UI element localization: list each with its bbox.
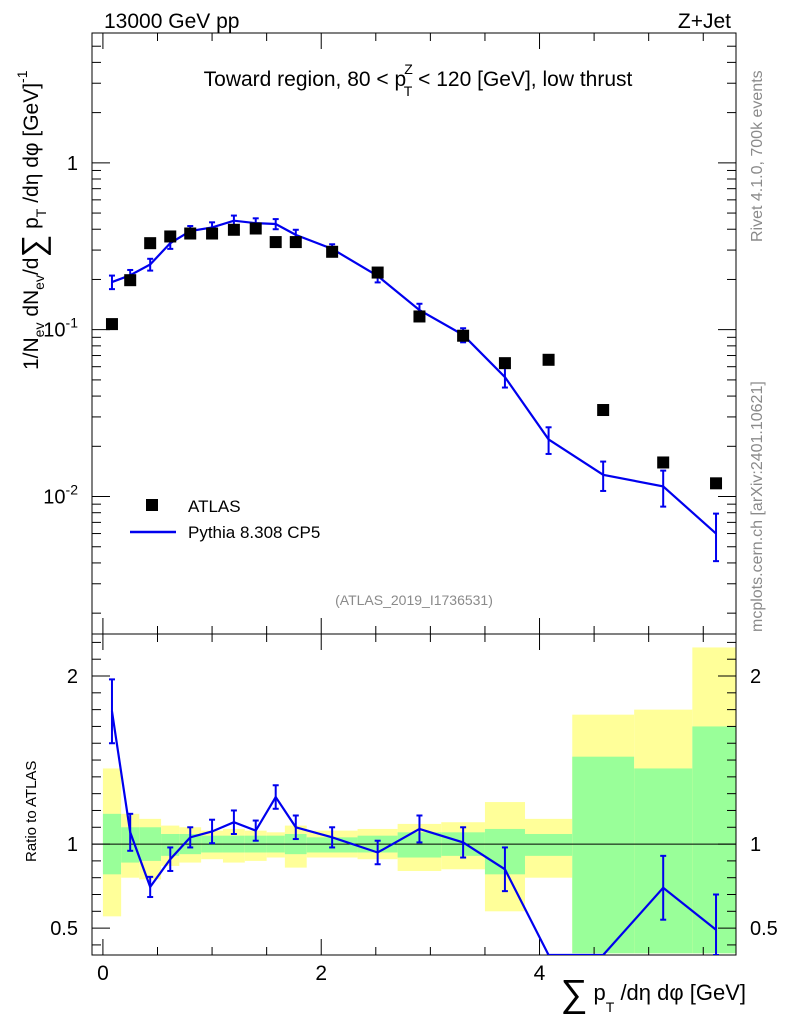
ratio-series — [108, 678, 720, 955]
ratio-tick-label-left-0: 0.5 — [50, 918, 78, 940]
ratio-line-group — [108, 678, 720, 955]
pythia-line — [111, 219, 717, 535]
atlas-point-17 — [657, 456, 670, 469]
ratio-tick-label-right-2: 2 — [750, 666, 761, 688]
side-text-top: Rivet 4.1.0, 700k events — [749, 70, 766, 242]
atlas-point-14 — [498, 357, 511, 370]
atlas-point-16 — [597, 404, 610, 417]
atlas-point-11 — [371, 266, 384, 279]
ratio-band-green-15 — [525, 833, 573, 856]
atlas-point-12 — [413, 310, 426, 323]
plot-title: Toward region, 80 < pZ T < 120 [GeV], low… — [204, 61, 633, 99]
atlas-point-15 — [542, 353, 555, 366]
y-tick-label-0: 1 — [67, 153, 78, 175]
x-axis-label: ∑ pT /dη dφ [GeV] — [560, 973, 746, 1015]
x-tick-label-1: 2 — [315, 962, 327, 985]
y-tick-label-1: 10-1 — [43, 315, 78, 342]
title-sub: T — [404, 83, 413, 99]
ratio-tick-label-right-0: 0.5 — [750, 918, 778, 940]
side-text-bottom: mcplots.cern.ch [arXiv:2401.10621] — [749, 381, 766, 632]
ratio-tick-label-right-1: 1 — [750, 834, 761, 856]
atlas-point-2 — [144, 237, 157, 250]
title-sup: Z — [404, 61, 413, 77]
main-frame — [91, 32, 737, 635]
atlas-point-6 — [227, 223, 240, 236]
ratio-tick-label-left-1: 1 — [67, 834, 78, 856]
atlas-point-18 — [710, 477, 723, 490]
atlas-point-4 — [184, 227, 197, 240]
atlas-point-5 — [206, 227, 219, 240]
axes: 1 10-1 10-2 0.5 0.5 1 1 2 2 0 2 4 — [43, 32, 778, 985]
y-tick-label-2: 10-2 — [43, 482, 78, 509]
x-tick-label-2: 4 — [534, 962, 546, 985]
atlas-point-13 — [457, 329, 470, 342]
ratio-band-green-16 — [572, 756, 635, 954]
legend-pythia-label: Pythia 8.308 CP5 — [188, 523, 320, 542]
legend-atlas-marker — [146, 499, 158, 511]
title-post: < 120 [GeV], low thrust — [412, 68, 632, 91]
header-left: 13000 GeV pp — [104, 10, 239, 33]
ratio-band-green-3 — [161, 833, 180, 856]
header-right: Z+Jet — [678, 10, 731, 33]
atlas-point-8 — [269, 236, 282, 249]
legend-atlas-label: ATLAS — [188, 497, 241, 516]
ratio-frame — [91, 633, 737, 956]
x-tick-label-0: 0 — [97, 962, 109, 985]
main-series — [105, 214, 723, 563]
atlas-point-3 — [164, 230, 177, 243]
ratio-bands — [102, 647, 736, 954]
atlas-point-10 — [326, 245, 339, 258]
atlas-point-0 — [105, 318, 118, 331]
atlas-point-7 — [249, 222, 262, 235]
title-pre: Toward region, 80 < p — [204, 68, 407, 91]
atlas-point-1 — [124, 274, 137, 287]
y-axis-label-ratio: Ratio to ATLAS — [23, 761, 40, 862]
ratio-tick-label-left-2: 2 — [67, 666, 78, 688]
atlas-point-9 — [289, 236, 302, 249]
y-axis-label-main: 1/Nev dNev/d∑ pT /dη dφ [GeV]-1 — [14, 70, 51, 370]
analysis-tag: (ATLAS_2019_I1736531) — [335, 592, 493, 608]
